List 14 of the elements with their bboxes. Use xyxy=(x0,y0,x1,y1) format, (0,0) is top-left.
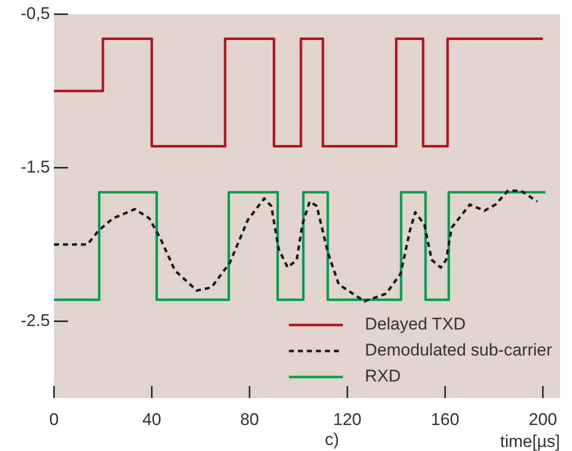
legend-label: Demodulated sub-carrier xyxy=(364,340,552,360)
x-tick-label: 0 xyxy=(49,410,59,429)
legend-label: RXD xyxy=(364,366,401,386)
legend-label: Delayed TXD xyxy=(364,314,466,334)
text: c) xyxy=(324,430,340,450)
x-axis-title: time[µs] xyxy=(500,432,560,451)
y-tick-label: -0,5 xyxy=(20,4,50,23)
x-tick-label: 200 xyxy=(528,410,558,429)
x-tick-label: 40 xyxy=(142,410,162,429)
x-tick-label: 80 xyxy=(240,410,260,429)
x-tick-label: 120 xyxy=(333,410,362,429)
y-tick-label: -2.5 xyxy=(20,310,50,330)
x-tick-label: 160 xyxy=(430,410,460,429)
y-tick-label: -1.5 xyxy=(20,157,50,176)
